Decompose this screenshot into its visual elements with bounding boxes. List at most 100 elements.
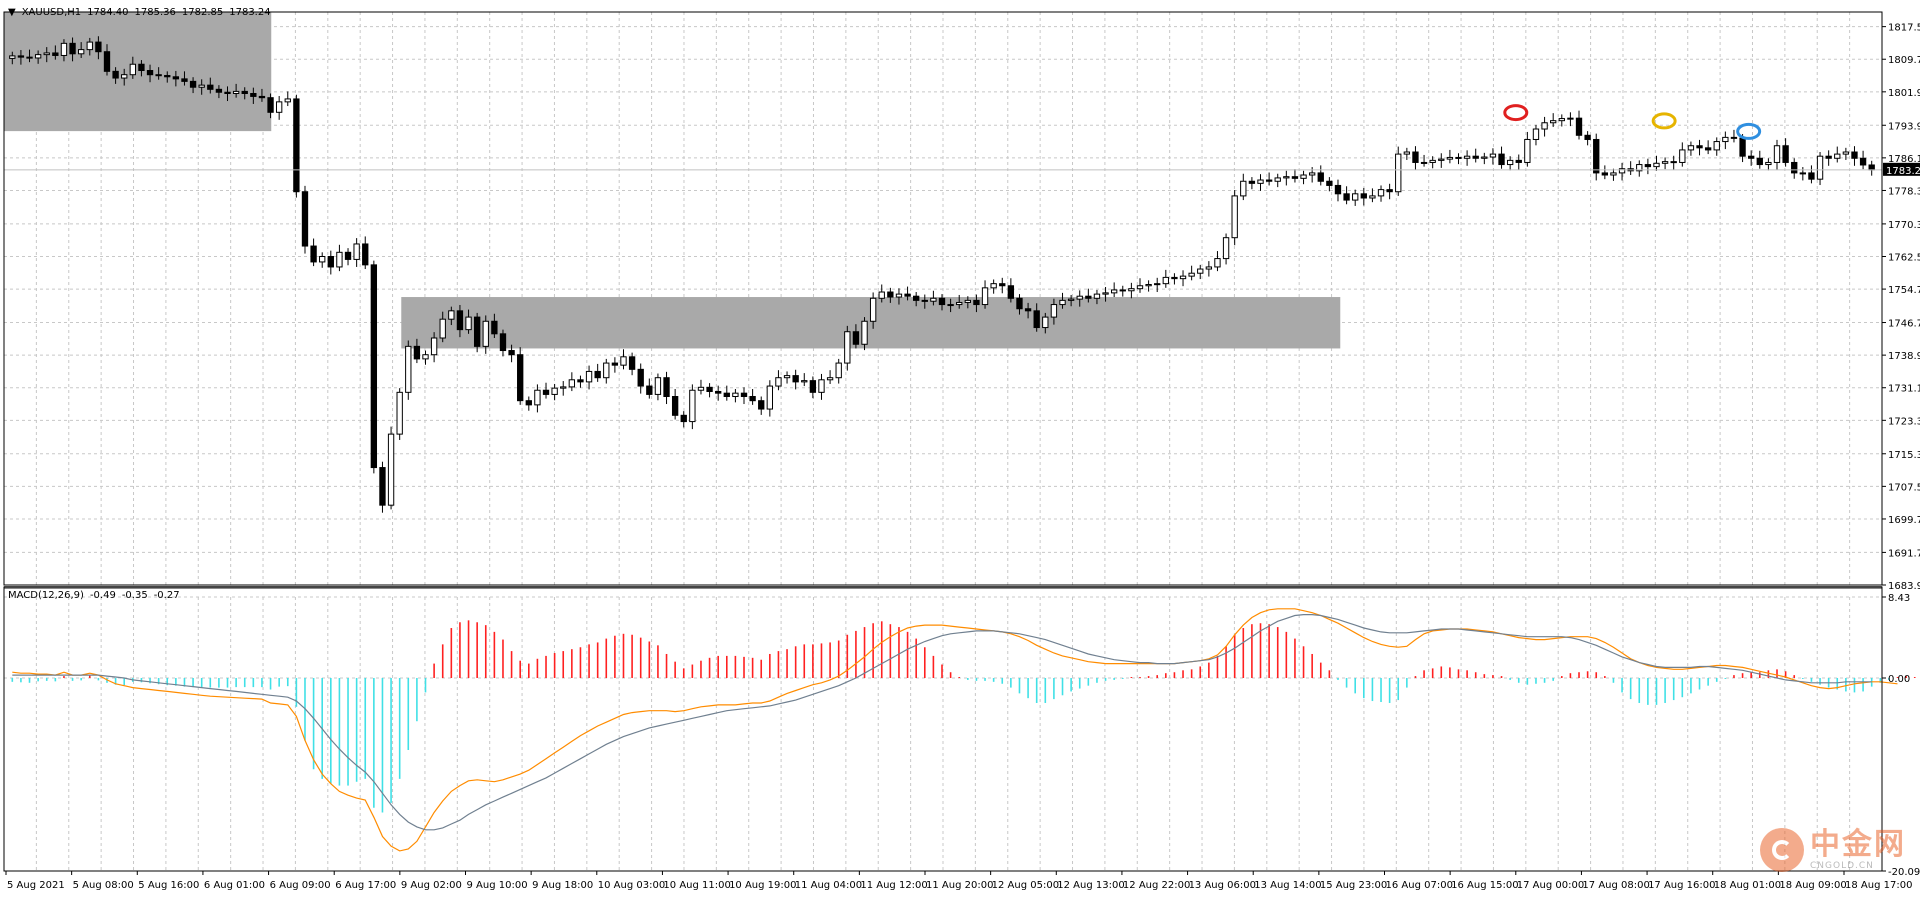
candle-bull [689,389,696,423]
candle-bull [654,377,662,395]
candle-bear [499,333,507,352]
candle-bear [1033,310,1040,329]
candle-bull [1240,180,1247,197]
candle-bull [448,310,455,320]
y-tick-label: 1731.10 [1888,384,1920,395]
candle-bear [1016,297,1023,310]
candle-bull [1154,283,1161,286]
x-tick-label: 13 Aug 06:00 [1189,880,1256,891]
candle-bear [1584,134,1591,140]
x-tick-label: 5 Aug 16:00 [138,880,199,891]
candle-bull [732,392,739,398]
candle-bull [422,354,429,360]
candle-bear [215,88,223,93]
candle-bear [809,380,817,393]
candle-bear [1670,161,1677,164]
candle-bull [1713,141,1720,151]
candle-bull [1446,156,1454,160]
candle-bull [551,387,558,395]
candle-bull [1042,316,1049,329]
candle-bear [181,78,188,82]
x-tick-label: 18 Aug 09:00 [1779,880,1846,891]
watermark: 中金网 CNGOLD.CN [1760,828,1906,872]
macd-label: MACD(12,26,9) [8,590,84,601]
candle-bear [1782,145,1789,163]
candle-bear [1498,153,1505,166]
candle-bear [1575,117,1583,136]
candle-bull [1188,272,1195,277]
candle-bull [1618,168,1626,174]
candle-bear [1739,137,1746,157]
candle-bull [1610,172,1617,176]
x-tick-label: 17 Aug 08:00 [1582,880,1649,891]
candle-bull [319,255,326,263]
candle-bull [1661,161,1669,164]
candle-bull [568,379,576,388]
candle-bull [1403,151,1411,155]
candle-bear [172,76,180,80]
candle-bull [697,386,705,391]
candle-bear [1859,157,1867,166]
candle-bear [370,264,378,469]
candle-bull [1489,153,1497,158]
candle-bull [396,391,403,435]
candle-bull [43,52,50,56]
candle-bear [749,396,756,402]
candle-bull [620,356,627,366]
candle-bull [818,379,825,393]
candle-bull [1395,153,1402,193]
x-tick-label: 17 Aug 00:00 [1517,880,1584,891]
candle-bull [947,304,954,307]
x-tick-label: 18 Aug 17:00 [1845,880,1912,891]
macd-histogram [11,620,1916,813]
candle-bull [930,297,937,302]
ohlc-close: 1783.24 [229,7,271,18]
candle-bear [637,368,644,387]
x-tick-label: 10 Aug 03:00 [598,880,665,891]
candle-bear [921,299,928,302]
candle-bear [723,392,730,398]
candle-bull [560,386,567,389]
y-tick-label: 1786.10 [1888,154,1920,165]
dropdown-triangle-icon[interactable]: ▼ [8,7,16,18]
candle-bull [826,377,834,381]
x-tick-label: 9 Aug 02:00 [401,880,462,891]
symbol-label: XAUUSD,H1 [21,7,82,18]
candle-bear [146,70,154,76]
candle-bull [1558,118,1565,122]
candle-bull [353,243,360,260]
macd-header: MACD(12,26,9) -0.49 -0.35 -0.27 [8,590,186,601]
candle-bear [1171,276,1178,280]
signal-line [12,614,1872,831]
candle-bull [603,362,610,379]
x-tick-label: 9 Aug 18:00 [532,880,593,891]
candle-bull [1541,122,1548,130]
y-tick-label: 1738.90 [1888,351,1920,362]
candle-bear [327,255,334,268]
macd-value: -0.49 [89,590,116,601]
candle-bull [1179,275,1187,280]
ohlc-low: 1782.85 [181,7,224,18]
x-tick-label: 10 Aug 11:00 [663,880,730,891]
x-tick-label: 16 Aug 15:00 [1451,880,1518,891]
macd-lines [12,608,1898,852]
candle-bull [844,331,851,364]
candle-bull [1532,128,1540,140]
macd-y-tick-label: -20.09 [1888,867,1920,878]
x-tick-label: 11 Aug 04:00 [795,880,862,891]
y-tick-label: 1683.90 [1888,581,1920,592]
candle-bull [1369,195,1376,199]
candle-bull [129,63,136,76]
candle-bear [611,362,619,366]
candle-bull [1050,304,1058,318]
candle-bull [1679,149,1686,163]
candle-bear [1808,172,1815,180]
candle-bear [1248,180,1256,184]
candle-bear [1472,155,1479,159]
candle-bull [835,362,842,379]
candle-bull [439,318,446,339]
candle-bear [379,467,386,506]
candle-bear [999,283,1006,287]
candle-bear [1851,151,1858,159]
candle-bull [465,316,472,331]
